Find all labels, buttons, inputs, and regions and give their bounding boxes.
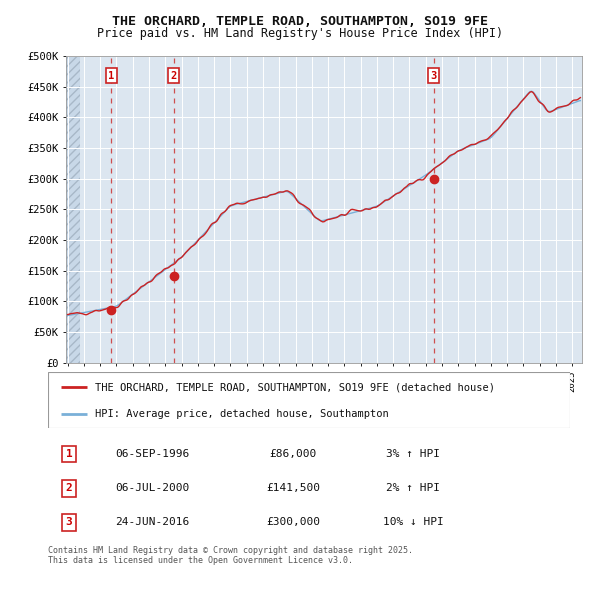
Text: 2: 2 [170, 71, 177, 81]
HPI: Average price, detached house, Southampton: (2.02e+03, 4.43e+05): Average price, detached house, Southampt… [528, 88, 535, 95]
Text: 06-SEP-1996: 06-SEP-1996 [115, 449, 190, 459]
Text: 2: 2 [65, 483, 72, 493]
Text: HPI: Average price, detached house, Southampton: HPI: Average price, detached house, Sout… [95, 409, 389, 419]
Text: £141,500: £141,500 [266, 483, 320, 493]
Bar [66, 56, 80, 363]
Text: Price paid vs. HM Land Registry's House Price Index (HPI): Price paid vs. HM Land Registry's House … [97, 27, 503, 40]
THE ORCHARD, TEMPLE ROAD, SOUTHAMPTON, SO19 9FE (detached house) [87, 309, 94, 316]
THE ORCHARD, TEMPLE ROAD, SOUTHAMPTON, SO19 9FE (detached house) [421, 175, 428, 182]
THE ORCHARD, TEMPLE ROAD, SOUTHAMPTON, SO19 9FE (detached house) [295, 199, 302, 206]
HPI: Average price, detached house, Southampton: (2e+03, 8.37e+04): Average price, detached house, Southampt… [86, 308, 93, 315]
Line: HPI: Average price, detached house, Southampton: HPI: Average price, detached house, Sout… [68, 91, 580, 316]
Text: THE ORCHARD, TEMPLE ROAD, SOUTHAMPTON, SO19 9FE (detached house): THE ORCHARD, TEMPLE ROAD, SOUTHAMPTON, S… [95, 382, 495, 392]
HPI: Average price, detached house, Southampton: (2.03e+03, 4.27e+05): Average price, detached house, Southampt… [577, 97, 584, 104]
Text: Contains HM Land Registry data © Crown copyright and database right 2025.
This d: Contains HM Land Registry data © Crown c… [48, 546, 413, 565]
THE ORCHARD, TEMPLE ROAD, SOUTHAMPTON, SO19 9FE (detached house) [82, 311, 89, 318]
THE ORCHARD, TEMPLE ROAD, SOUTHAMPTON, SO19 9FE (detached house) [64, 311, 71, 318]
Text: 3% ↑ HPI: 3% ↑ HPI [386, 449, 440, 459]
HPI: Average price, detached house, Southampton: (2.01e+03, 2.66e+05): Average price, detached house, Southampt… [293, 196, 301, 203]
Text: 3: 3 [65, 517, 72, 527]
Text: 3: 3 [430, 71, 437, 81]
Text: £86,000: £86,000 [270, 449, 317, 459]
HPI: Average price, detached house, Southampton: (2.02e+03, 3.03e+05): Average price, detached house, Southampt… [419, 173, 427, 181]
Text: 2% ↑ HPI: 2% ↑ HPI [386, 483, 440, 493]
THE ORCHARD, TEMPLE ROAD, SOUTHAMPTON, SO19 9FE (detached house) [577, 94, 584, 101]
Text: 1: 1 [108, 71, 115, 81]
THE ORCHARD, TEMPLE ROAD, SOUTHAMPTON, SO19 9FE (detached house) [202, 230, 209, 237]
Text: THE ORCHARD, TEMPLE ROAD, SOUTHAMPTON, SO19 9FE: THE ORCHARD, TEMPLE ROAD, SOUTHAMPTON, S… [112, 15, 488, 28]
HPI: Average price, detached house, Southampton: (2e+03, 2.12e+05): Average price, detached house, Southampt… [201, 230, 208, 237]
FancyBboxPatch shape [48, 372, 570, 428]
Line: THE ORCHARD, TEMPLE ROAD, SOUTHAMPTON, SO19 9FE (detached house): THE ORCHARD, TEMPLE ROAD, SOUTHAMPTON, S… [68, 91, 580, 314]
THE ORCHARD, TEMPLE ROAD, SOUTHAMPTON, SO19 9FE (detached house) [528, 88, 535, 95]
Text: 06-JUL-2000: 06-JUL-2000 [115, 483, 190, 493]
HPI: Average price, detached house, Southampton: (1.99e+03, 7.73e+04): Average price, detached house, Southampt… [64, 312, 71, 319]
Text: 10% ↓ HPI: 10% ↓ HPI [383, 517, 444, 527]
HPI: Average price, detached house, Southampton: (2.02e+03, 4.21e+05): Average price, detached house, Southampt… [539, 101, 546, 109]
Text: 1: 1 [65, 449, 72, 459]
Text: 24-JUN-2016: 24-JUN-2016 [115, 517, 190, 527]
THE ORCHARD, TEMPLE ROAD, SOUTHAMPTON, SO19 9FE (detached house) [440, 159, 447, 166]
THE ORCHARD, TEMPLE ROAD, SOUTHAMPTON, SO19 9FE (detached house) [540, 101, 547, 109]
HPI: Average price, detached house, Southampton: (2.02e+03, 3.26e+05): Average price, detached house, Southampt… [439, 159, 446, 166]
Text: £300,000: £300,000 [266, 517, 320, 527]
